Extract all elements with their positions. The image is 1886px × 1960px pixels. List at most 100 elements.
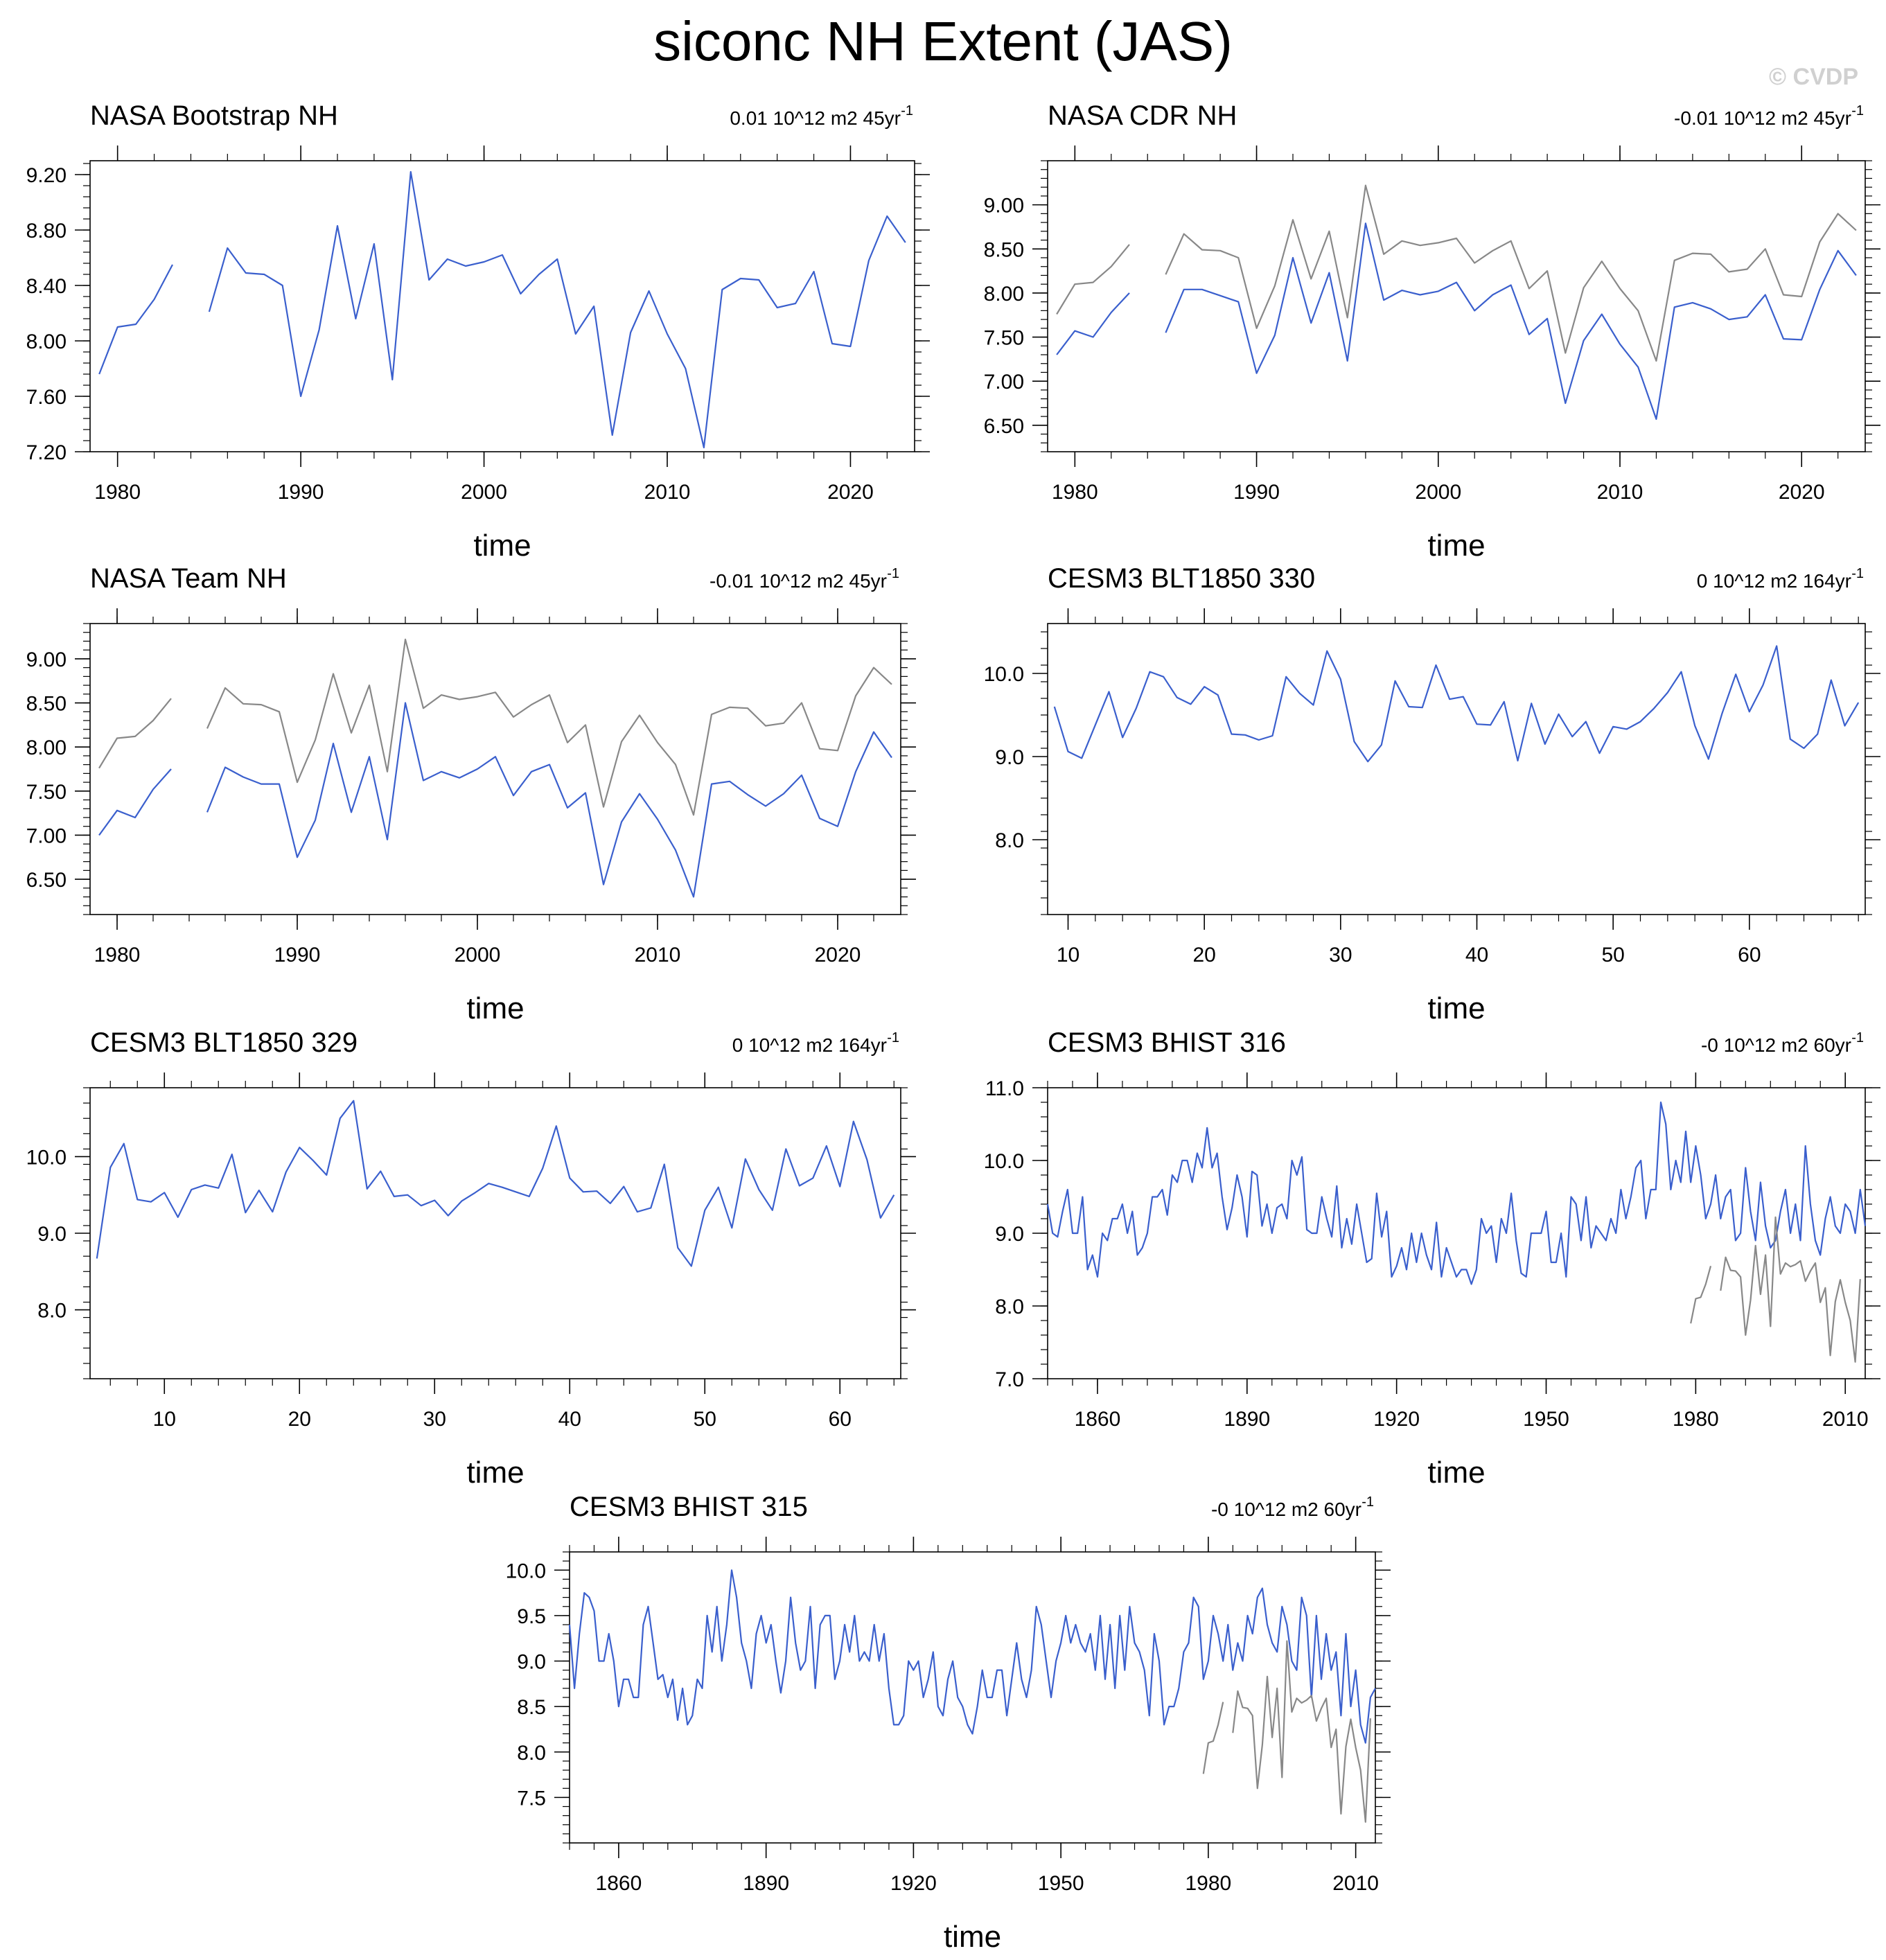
- plot-frame: [89, 1087, 901, 1379]
- x-tick-label: 50: [1601, 944, 1624, 966]
- trend-label: 0 10^12 m2 164yr: [732, 1034, 887, 1056]
- x-tick-label: 1990: [1233, 481, 1280, 504]
- y-tick-label: 8.00: [26, 330, 67, 353]
- x-axis-label: time: [466, 991, 524, 1025]
- y-tick-label: 8.0: [37, 1300, 67, 1323]
- x-tick-label: 2010: [1597, 481, 1643, 504]
- watermark: © CVDP: [1769, 64, 1858, 90]
- x-tick-label: 1890: [1224, 1408, 1270, 1431]
- y-tick-label: 8.0: [995, 1296, 1024, 1318]
- x-tick-label: 1980: [94, 481, 141, 504]
- x-tick-label: 2010: [644, 481, 691, 504]
- series-line-blue: [1056, 292, 1130, 355]
- x-axis-label: time: [944, 1920, 1001, 1954]
- trend-label: -0 10^12 m2 60yr: [1211, 1499, 1361, 1520]
- y-tick-label: 6.50: [26, 869, 67, 892]
- series-line-gray: [1202, 1702, 1224, 1774]
- y-tick-label: 9.20: [26, 164, 67, 187]
- x-tick-label: 2000: [461, 481, 507, 504]
- y-tick-label: 9.00: [984, 195, 1024, 218]
- series-line-blue: [208, 170, 906, 449]
- trend-label: 0 10^12 m2 164yr: [1697, 570, 1851, 592]
- x-tick-label: 2000: [1415, 481, 1461, 504]
- y-tick-label: 7.20: [26, 441, 67, 464]
- series-line-gray: [1690, 1266, 1712, 1324]
- series-line-gray: [98, 698, 172, 769]
- x-tick-label: 2010: [635, 944, 681, 966]
- x-tick-label: 60: [1738, 944, 1761, 966]
- chart-panel-5: CESM3 BLT1850 329 0 10^12 m2 164yr -1 time 8…: [26, 1027, 916, 1490]
- trend-superscript: -1: [887, 1030, 899, 1045]
- series-line-gray: [1056, 244, 1130, 315]
- y-tick-label: 10.0: [984, 1150, 1024, 1173]
- chart-panel-4: CESM3 BLT1850 330 0 10^12 m2 164yr -1 time 8…: [984, 563, 1880, 1025]
- x-tick-label: 60: [829, 1408, 852, 1431]
- y-tick-label: 7.00: [984, 371, 1024, 394]
- panel-title: CESM3 BHIST 315: [570, 1492, 808, 1522]
- series-line-gray: [1720, 1216, 1861, 1363]
- x-tick-label: 2020: [827, 481, 874, 504]
- y-tick-label: 8.40: [26, 275, 67, 298]
- trend-label: -0.01 10^12 m2 45yr: [710, 570, 887, 592]
- y-tick-label: 9.00: [26, 648, 67, 671]
- series-line-blue: [206, 702, 892, 898]
- x-tick-label: 1980: [1673, 1408, 1719, 1431]
- trend-superscript: -1: [887, 566, 899, 581]
- trend-superscript: -1: [1361, 1494, 1374, 1510]
- series-line-blue: [96, 1100, 895, 1267]
- y-tick-label: 9.0: [995, 1223, 1024, 1246]
- y-tick-label: 8.5: [517, 1696, 546, 1719]
- panel-title: CESM3 BLT1850 330: [1048, 563, 1315, 594]
- y-tick-label: 7.0: [995, 1368, 1024, 1391]
- x-tick-label: 40: [1465, 944, 1488, 966]
- x-tick-label: 10: [153, 1408, 176, 1431]
- y-tick-label: 10.0: [26, 1146, 67, 1169]
- x-tick-label: 1990: [278, 481, 324, 504]
- trend-superscript: -1: [901, 103, 913, 118]
- chart-panel-1: NASA Bootstrap NH 0.01 10^12 m2 45yr -1 tim…: [26, 100, 930, 563]
- x-tick-label: 2010: [1822, 1408, 1869, 1431]
- x-tick-label: 2020: [815, 944, 861, 966]
- plot-frame: [89, 160, 915, 452]
- panel-title: CESM3 BHIST 316: [1048, 1027, 1286, 1058]
- trend-superscript: -1: [1851, 1030, 1864, 1045]
- trend-superscript: -1: [1851, 566, 1864, 581]
- x-tick-label: 1950: [1523, 1408, 1569, 1431]
- plot-frame: [1047, 1087, 1866, 1379]
- x-axis-label: time: [473, 529, 531, 563]
- y-tick-label: 8.50: [984, 238, 1024, 261]
- series-line-blue: [98, 264, 173, 375]
- y-tick-label: 9.0: [37, 1223, 67, 1246]
- plot-frame: [1047, 160, 1866, 452]
- x-tick-label: 1990: [274, 944, 321, 966]
- series-line-blue: [1046, 1101, 1867, 1285]
- y-tick-label: 9.5: [517, 1605, 546, 1628]
- x-tick-label: 1890: [743, 1872, 789, 1895]
- y-tick-label: 7.5: [517, 1787, 546, 1810]
- y-tick-label: 6.50: [984, 415, 1024, 438]
- x-tick-label: 1920: [1373, 1408, 1420, 1431]
- x-tick-label: 2010: [1332, 1872, 1379, 1895]
- chart-panel-2: NASA CDR NH -0.01 10^12 m2 45yr -1 time 6.50…: [984, 100, 1880, 563]
- panel-title: NASA Bootstrap NH: [90, 100, 338, 131]
- plot-frame: [569, 1551, 1376, 1844]
- chart-panel-3: NASA Team NH -0.01 10^12 m2 45yr -1 time 6.5…: [26, 563, 916, 1025]
- y-tick-label: 8.0: [995, 829, 1024, 852]
- x-tick-label: 50: [694, 1408, 716, 1431]
- page-title: siconc NH Extent (JAS): [653, 10, 1233, 72]
- x-tick-label: 40: [558, 1408, 581, 1431]
- trend-label: -0.01 10^12 m2 45yr: [1674, 107, 1851, 129]
- trend-superscript: -1: [1851, 103, 1864, 118]
- y-tick-label: 7.50: [26, 781, 67, 804]
- y-tick-label: 7.50: [984, 327, 1024, 350]
- series-line-blue: [1165, 222, 1857, 421]
- y-tick-label: 8.50: [26, 693, 67, 716]
- panel-title: NASA Team NH: [90, 563, 287, 594]
- x-tick-label: 1980: [1186, 1872, 1232, 1895]
- x-tick-label: 1980: [1052, 481, 1098, 504]
- series-line-gray: [1165, 184, 1857, 362]
- y-tick-label: 9.0: [995, 746, 1024, 769]
- x-axis-label: time: [1427, 991, 1485, 1025]
- series-line-blue: [568, 1569, 1376, 1744]
